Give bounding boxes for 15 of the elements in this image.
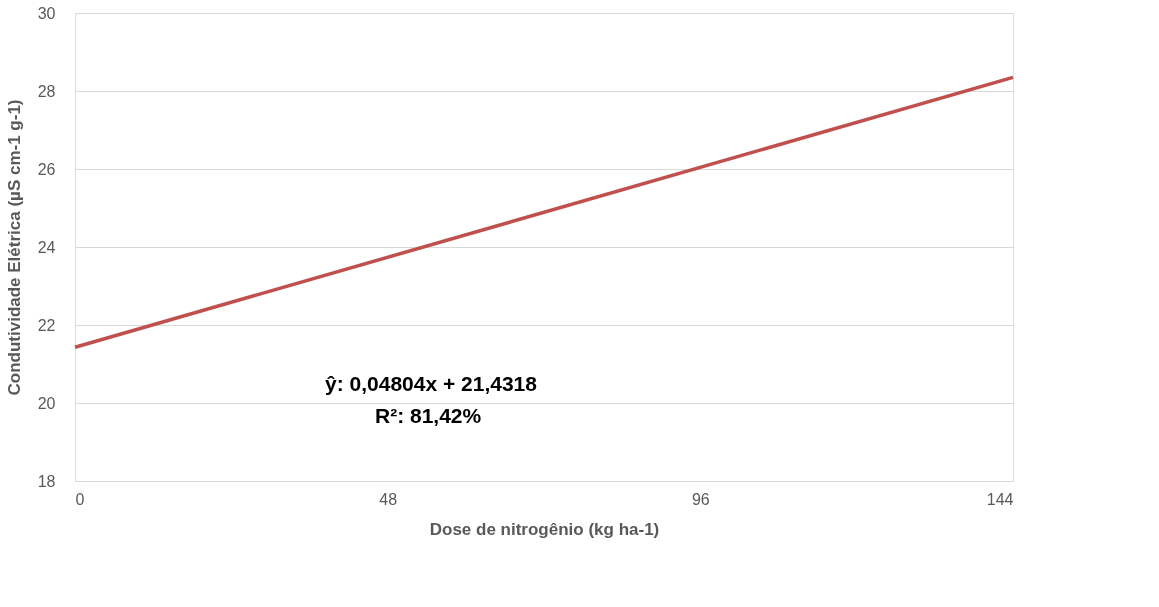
x-tick-label: 144 xyxy=(986,490,1014,508)
x-tick-label: 48 xyxy=(379,490,398,508)
y-tick-label: 20 xyxy=(37,394,56,412)
x-tick-label: 0 xyxy=(75,490,85,508)
y-tick-label: 24 xyxy=(37,238,56,256)
x-axis-title: Dose de nitrogênio (kg ha-1) xyxy=(429,519,660,539)
y-tick-label: 26 xyxy=(37,160,56,178)
x-tick-label: 96 xyxy=(691,490,710,508)
annotation: R²: 81,42% xyxy=(375,404,482,427)
y-tick-label: 28 xyxy=(37,82,56,100)
annotation: ŷ: 0,04804x + 21,4318 xyxy=(325,372,538,395)
y-tick-label: 22 xyxy=(37,316,56,334)
y-axis-title: Condutividade Elétrica (µS cm-1 g-1) xyxy=(4,99,24,396)
y-tick-label: 30 xyxy=(37,4,56,22)
y-tick-label: 18 xyxy=(37,472,56,490)
